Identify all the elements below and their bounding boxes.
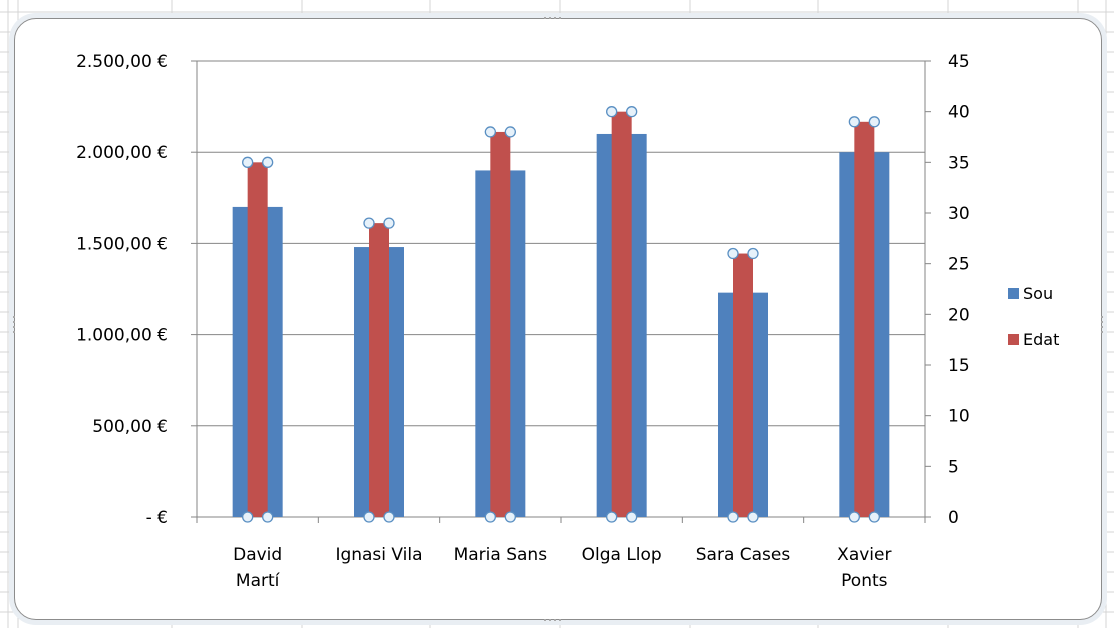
- frame-resize-handle[interactable]: [13, 331, 15, 333]
- selection-handle[interactable]: [606, 511, 618, 523]
- x-axis-category-label: David: [233, 545, 282, 565]
- selection-handle[interactable]: [848, 511, 860, 523]
- frame-resize-handle[interactable]: [1101, 316, 1103, 318]
- selection-handle[interactable]: [484, 126, 496, 138]
- selection-handle[interactable]: [262, 156, 274, 168]
- selection-handle[interactable]: [262, 511, 274, 523]
- x-axis-category-label: Olga Llop: [582, 545, 662, 565]
- right-axis-tick-label: 35: [948, 153, 970, 173]
- selection-handle[interactable]: [626, 511, 638, 523]
- x-axis-category-label: Ponts: [841, 571, 887, 591]
- frame-resize-handle[interactable]: [549, 619, 551, 621]
- frame-resize-handle[interactable]: [559, 619, 561, 621]
- selection-handle[interactable]: [242, 156, 254, 168]
- selection-handle[interactable]: [383, 511, 395, 523]
- right-axis-tick-label: 40: [948, 103, 970, 123]
- frame-resize-handle[interactable]: [13, 316, 15, 318]
- left-axis-tick-label: 2.500,00 €: [76, 52, 168, 72]
- bar-edat[interactable]: [733, 253, 753, 518]
- selection-handle[interactable]: [626, 106, 638, 118]
- frame-resize-handle[interactable]: [1101, 331, 1103, 333]
- right-axis-tick-label: 0: [948, 508, 959, 528]
- bar-edat[interactable]: [490, 131, 511, 517]
- x-axis-category-label: Xavier: [837, 545, 891, 565]
- left-axis-tick-label: - €: [146, 508, 168, 528]
- bar-edat[interactable]: [369, 223, 389, 517]
- x-axis-category-label: Maria Sans: [454, 545, 548, 565]
- legend-swatch-sou: [1008, 288, 1019, 299]
- selection-handle[interactable]: [727, 247, 739, 260]
- left-axis-tick-label: 500,00 €: [92, 417, 168, 437]
- chart-area[interactable]: [14, 18, 1102, 620]
- selection-handle[interactable]: [504, 511, 516, 523]
- frame-resize-handle[interactable]: [13, 321, 15, 323]
- right-axis-tick-label: 15: [948, 356, 970, 376]
- right-axis-tick-label: 20: [948, 305, 970, 325]
- right-axis-tick-label: 45: [948, 52, 970, 72]
- frame-resize-handle[interactable]: [559, 17, 561, 19]
- x-axis-category-label: Martí: [236, 571, 281, 591]
- left-axis-tick-label: 1.000,00 €: [76, 326, 168, 346]
- legend-label-sou: Sou: [1023, 284, 1053, 303]
- legend-label-edat: Edat: [1023, 330, 1059, 349]
- x-axis-category-label: Sara Cases: [696, 545, 791, 565]
- right-axis-tick-label: 30: [948, 204, 970, 224]
- selection-handle[interactable]: [383, 217, 395, 229]
- bar-edat[interactable]: [854, 121, 875, 518]
- right-axis-tick-label: 10: [948, 407, 970, 427]
- selection-handle[interactable]: [747, 511, 759, 523]
- frame-resize-handle[interactable]: [13, 326, 15, 328]
- selection-handle[interactable]: [606, 106, 618, 118]
- frame-resize-handle[interactable]: [1101, 321, 1103, 323]
- selection-handle[interactable]: [484, 511, 496, 523]
- right-axis-tick-label: 5: [948, 457, 959, 477]
- selection-handle[interactable]: [242, 511, 254, 523]
- frame-resize-handle[interactable]: [549, 17, 551, 19]
- selection-handle[interactable]: [727, 511, 739, 523]
- selection-handle[interactable]: [747, 247, 759, 260]
- frame-resize-handle[interactable]: [544, 619, 546, 621]
- frame-resize-handle[interactable]: [1101, 326, 1103, 328]
- selection-handle[interactable]: [363, 217, 375, 229]
- selection-handle[interactable]: [868, 511, 880, 523]
- legend-swatch-edat: [1008, 334, 1019, 345]
- left-axis-tick-label: 1.500,00 €: [76, 234, 168, 254]
- selection-handle[interactable]: [868, 116, 880, 128]
- frame-resize-handle[interactable]: [544, 17, 546, 19]
- frame-resize-handle[interactable]: [554, 17, 556, 19]
- selection-handle[interactable]: [363, 511, 375, 523]
- frame-resize-handle[interactable]: [554, 619, 556, 621]
- left-axis-tick-label: 2.000,00 €: [76, 143, 168, 163]
- bar-edat[interactable]: [611, 111, 632, 518]
- right-axis-tick-label: 25: [948, 255, 970, 275]
- x-axis-category-label: Ignasi Vila: [335, 545, 422, 565]
- selection-handle[interactable]: [504, 126, 516, 138]
- bar-edat[interactable]: [247, 162, 268, 518]
- selection-handle[interactable]: [848, 116, 860, 128]
